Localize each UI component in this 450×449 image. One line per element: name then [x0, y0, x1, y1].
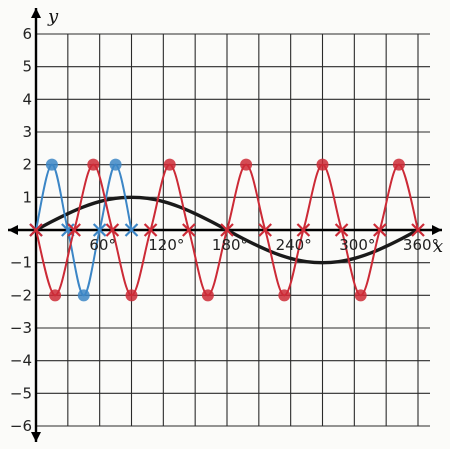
series-3-point — [182, 223, 196, 237]
series-3-point — [67, 223, 81, 237]
series-3-point — [49, 289, 62, 302]
series-3-point — [278, 289, 291, 302]
series-3-point — [240, 158, 253, 171]
y-tick-label: 5 — [22, 58, 32, 76]
y-tick-label: −6 — [10, 417, 32, 435]
x-tick-label: 120° — [148, 236, 184, 254]
x-tick-label: 360° — [403, 236, 439, 254]
y-tick-label: 3 — [22, 123, 32, 141]
series-3-point — [143, 223, 158, 237]
series-3-point — [105, 223, 120, 237]
series-3-point — [296, 223, 311, 237]
series-3-point — [163, 158, 176, 171]
x-axis-title: x — [433, 236, 443, 257]
series-3-point — [125, 289, 138, 302]
series-layer — [29, 158, 425, 302]
x-tick-label: 240° — [276, 236, 312, 254]
y-tick-label: 1 — [22, 188, 32, 206]
series-3-point — [334, 223, 349, 237]
y-tick-label: −3 — [10, 319, 32, 337]
series-3-point — [258, 223, 272, 237]
x-tick-label: 60° — [89, 236, 116, 254]
series-3-point — [354, 289, 367, 302]
series-3-point — [411, 223, 425, 237]
x-tick-label: 180° — [212, 236, 248, 254]
tick-labels: 60° 120° 180° 240° 300° 360° 6 5 4 3 2 1 −1 −2 −3 −4 −5 −… — [10, 25, 439, 435]
x-axis-arrow-right — [432, 225, 442, 235]
y-axis-title: y — [47, 6, 59, 27]
series-2-point — [92, 223, 107, 237]
series-2-point — [61, 223, 75, 237]
series-3-point — [392, 158, 405, 171]
y-tick-label: 2 — [22, 156, 32, 174]
y-axis-arrow-down — [31, 432, 41, 442]
series-2-point — [45, 158, 58, 171]
series-3-point — [29, 223, 43, 237]
series-2-point — [124, 223, 139, 237]
series-3-point — [220, 223, 234, 237]
y-tick-label: −2 — [10, 286, 32, 304]
y-tick-label: −5 — [10, 384, 32, 402]
series-2-point — [109, 158, 122, 171]
series-3-point — [201, 289, 214, 302]
y-tick-label: −1 — [10, 254, 32, 272]
y-tick-label: −4 — [10, 352, 32, 370]
series-3-point — [373, 223, 387, 237]
series-3-point — [316, 158, 329, 171]
x-axis-arrow-left — [8, 225, 18, 235]
series-3-point — [87, 158, 100, 171]
y-tick-label: 4 — [22, 90, 32, 108]
y-axis-arrow-up — [31, 8, 41, 18]
x-tick-label: 300° — [339, 236, 375, 254]
y-tick-label: 6 — [22, 25, 32, 43]
series-2-point — [77, 289, 90, 302]
